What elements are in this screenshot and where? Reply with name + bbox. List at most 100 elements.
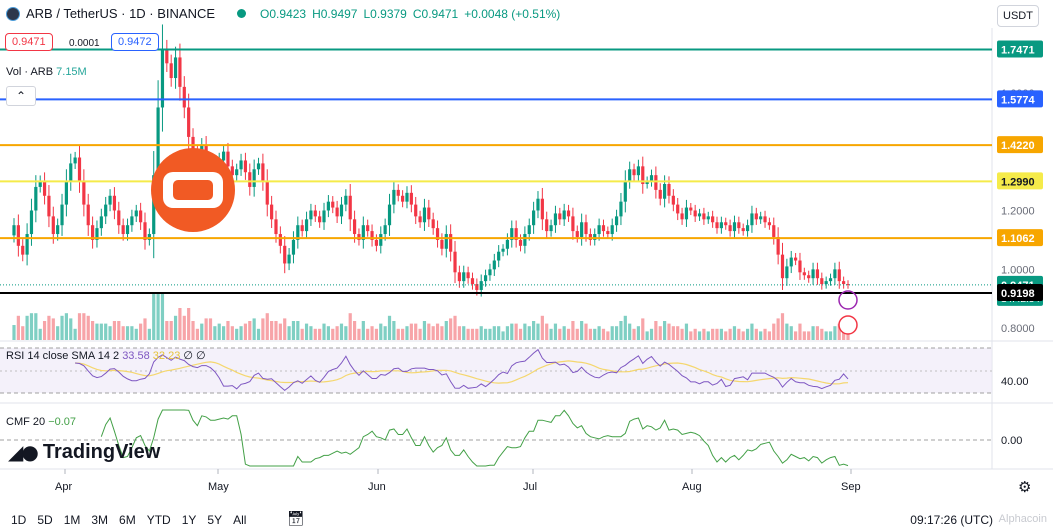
candle-body [230, 166, 234, 176]
range-all[interactable]: All [233, 513, 247, 527]
volume-bar [719, 328, 723, 340]
candle-body [475, 284, 479, 290]
volume-bar [527, 326, 531, 340]
volume-bar [130, 326, 134, 340]
us-flag-icon [838, 315, 858, 335]
volume-bar [47, 315, 51, 340]
candle-body [518, 239, 523, 246]
volume-bar [776, 318, 780, 340]
candle-body [178, 57, 182, 87]
volume-bar [38, 328, 42, 340]
candle-body [173, 57, 178, 79]
candle-body [147, 234, 151, 240]
volume-bar [510, 323, 514, 340]
range-1d[interactable]: 1D [11, 513, 27, 527]
candle-body [601, 225, 606, 232]
candle-body [361, 225, 365, 240]
volume-bars [12, 292, 850, 340]
volume-bar [466, 328, 470, 340]
candle-body [287, 254, 291, 264]
volume-bar [772, 323, 776, 340]
range-1y[interactable]: 1Y [181, 513, 197, 527]
candle-body [309, 210, 313, 220]
volume-bar [619, 321, 623, 340]
cmf-legend: CMF 20 −0.07 [6, 416, 76, 428]
candle-body [261, 163, 265, 182]
volume-bar [614, 326, 619, 340]
price-level-label: 1.1062 [1001, 233, 1035, 245]
candle-body [706, 216, 710, 220]
candle-body [104, 204, 108, 217]
candle-body [182, 86, 186, 108]
candle-body [693, 210, 697, 217]
volume-bar [580, 321, 584, 340]
candle-body [348, 195, 352, 220]
volume-bar [566, 328, 571, 340]
candle-body [422, 207, 427, 223]
market-status-icon [237, 9, 247, 18]
range-1m[interactable]: 1M [63, 513, 81, 527]
rsi-tick-label: 40.00 [1001, 376, 1029, 388]
volume-bar [239, 326, 243, 340]
volume-bar [104, 323, 108, 340]
range-ytd[interactable]: YTD [146, 513, 171, 527]
candle-body [798, 260, 802, 273]
range-3m[interactable]: 3M [91, 513, 109, 527]
volume-bar [291, 321, 296, 340]
candle-body [304, 219, 309, 232]
candle-body [767, 222, 772, 226]
candle-body [462, 272, 466, 282]
candle-body [828, 278, 833, 282]
volume-bar [195, 328, 199, 340]
volume-bar [488, 328, 492, 340]
volume-bar [217, 323, 221, 340]
candle-body [34, 186, 38, 211]
price-level-tag [997, 90, 1043, 108]
candle-body [715, 222, 719, 229]
volume-value: 7.15M [56, 66, 87, 78]
candle-body [139, 210, 143, 223]
candle-body [283, 245, 287, 264]
candle-body [143, 222, 147, 240]
sell-price-button[interactable]: 0.9471 [5, 33, 53, 51]
volume-bar [213, 326, 217, 340]
volume-bar [724, 331, 728, 340]
buy-price-button[interactable]: 0.9472 [111, 33, 159, 51]
volume-bar [16, 315, 20, 340]
candle-body [396, 189, 400, 196]
volume-bar [182, 315, 186, 340]
range-5y[interactable]: 5Y [207, 513, 223, 527]
volume-bar [344, 326, 348, 340]
candle-body [654, 175, 658, 190]
volume-bar [767, 331, 772, 340]
calendar-icon[interactable]: 📅︎ [287, 510, 305, 526]
candle-body [719, 222, 723, 229]
collapse-button[interactable]: ⌃ [6, 86, 36, 106]
volume-bar [112, 321, 117, 340]
volume-bar [396, 328, 400, 340]
volume-bar [169, 321, 173, 340]
volume-bar [418, 328, 422, 340]
range-6m[interactable]: 6M [119, 513, 136, 527]
candle-body [374, 239, 379, 246]
volume-bar [763, 328, 767, 340]
candle-body [252, 169, 256, 187]
gear-icon[interactable]: ⚙ [1018, 479, 1032, 496]
volume-bar [654, 321, 658, 340]
candle-body [82, 181, 86, 205]
candle-body [60, 204, 64, 226]
candle-body [274, 219, 278, 235]
range-5d[interactable]: 5D [37, 513, 53, 527]
volume-bar [34, 313, 38, 340]
utc-clock[interactable]: 09:17:26 (UTC) [910, 513, 993, 527]
volume-bar [379, 323, 383, 340]
candle-body [689, 207, 693, 211]
symbol-title[interactable]: ARB / TetherUS · 1D · BINANCE [26, 6, 216, 21]
volume-bar [575, 328, 579, 340]
candle-body [95, 228, 99, 240]
volume-bar [610, 326, 614, 340]
candle-body [409, 192, 413, 205]
volume-bar [278, 323, 282, 340]
currency-selector[interactable]: USDT [997, 5, 1039, 27]
